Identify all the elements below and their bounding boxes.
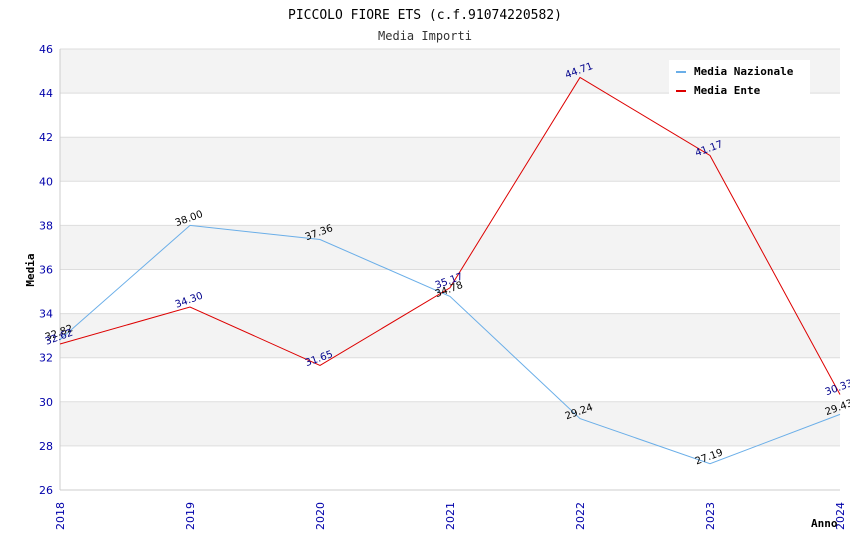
x-tick-label: 2020: [314, 502, 327, 530]
grid-band: [60, 137, 840, 182]
x-tick-label: 2023: [704, 502, 717, 530]
legend-box: [669, 60, 810, 98]
chart-subtitle: Media Importi: [378, 29, 472, 43]
y-tick-label: 34: [39, 308, 53, 321]
y-tick-label: 46: [39, 43, 53, 56]
grid-bands: [60, 49, 840, 446]
grid-band: [60, 225, 840, 270]
series-lines: [59, 76, 841, 465]
y-tick-label: 44: [39, 87, 53, 100]
grid-band: [60, 401, 840, 446]
x-tick-label: 2019: [184, 502, 197, 530]
y-tick-label: 38: [39, 219, 53, 232]
x-tick-label: 2018: [54, 502, 67, 530]
data-label: 27.19: [694, 447, 725, 467]
x-tick-labels: 2018 2019 2020 2021 2022 2023 2024: [54, 502, 847, 530]
y-tick-label: 36: [39, 264, 53, 277]
y-axis-label: Media: [24, 253, 37, 286]
legend-label-media-nazionale: Media Nazionale: [694, 65, 794, 78]
x-tick-label: 2022: [574, 502, 587, 530]
series-line-media-nazionale: [59, 224, 841, 465]
legend-label-media-ente: Media Ente: [694, 84, 761, 97]
chart-title: PICCOLO FIORE ETS (c.f.91074220582): [288, 8, 562, 23]
x-axis-label: Anno: [811, 517, 838, 530]
y-tick-label: 32: [39, 352, 53, 365]
grid-band: [60, 313, 840, 358]
series-line-media-ente: [59, 76, 841, 395]
y-tick-label: 40: [39, 175, 53, 188]
y-tick-labels: 26 28 30 32 34 36 38 40 42 44 46: [39, 43, 53, 497]
x-tick-label: 2021: [444, 502, 457, 530]
y-tick-label: 26: [39, 484, 53, 497]
legend: Media Nazionale Media Ente: [669, 60, 810, 98]
y-tick-label: 30: [39, 396, 53, 409]
x-tick-label: 2024: [834, 502, 847, 530]
y-tick-label: 28: [39, 440, 53, 453]
data-label: 30.33: [824, 378, 850, 398]
y-tick-label: 42: [39, 131, 53, 144]
